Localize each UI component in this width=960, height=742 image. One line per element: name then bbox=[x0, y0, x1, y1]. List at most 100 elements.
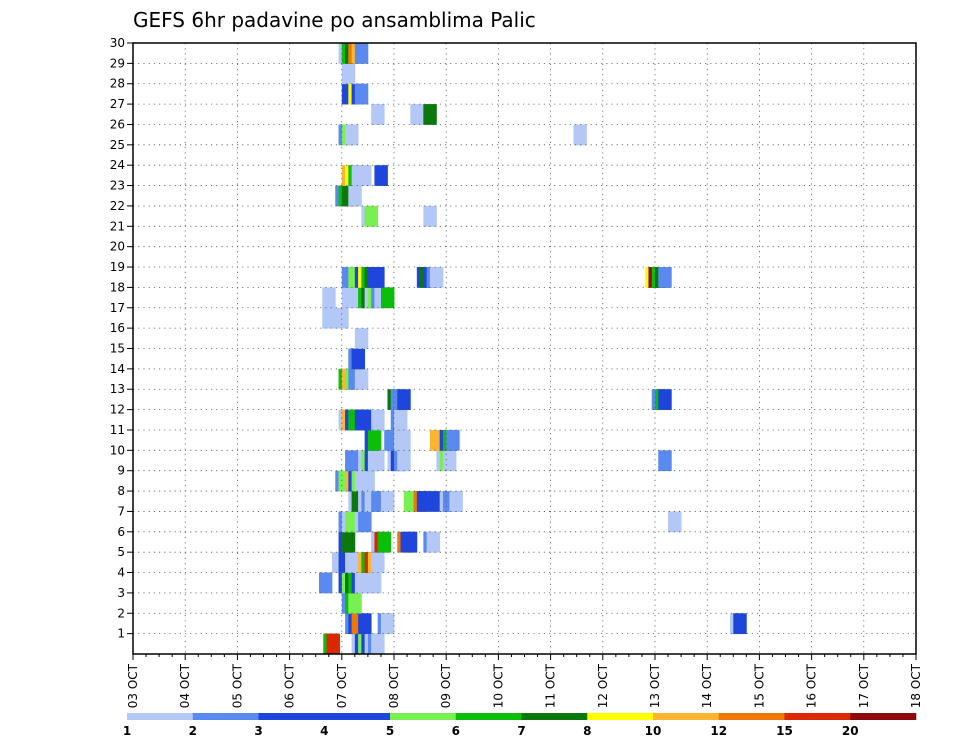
heatmap-cell bbox=[354, 328, 369, 349]
colorbar-tick-label: 5 bbox=[386, 724, 394, 738]
heatmap-cell bbox=[351, 348, 366, 370]
colorbar-tick-label: 15 bbox=[776, 724, 793, 738]
colorbar: 1 2 3 4 5 6 7 8 10 12 15 20 bbox=[123, 713, 917, 738]
y-tick-label: 8 bbox=[117, 484, 125, 498]
y-tick-label: 25 bbox=[110, 138, 125, 152]
heatmap-cell bbox=[367, 429, 382, 451]
colorbar-swatch bbox=[850, 713, 917, 720]
colorbar-swatch bbox=[784, 713, 851, 720]
colorbar-swatch bbox=[521, 713, 588, 720]
heatmap-cell bbox=[361, 470, 375, 492]
colorbar-swatch bbox=[718, 713, 785, 720]
y-tick-label: 12 bbox=[110, 403, 125, 417]
y-tick-label: 20 bbox=[110, 240, 125, 254]
x-axis: 03 OCT 04 OCT 05 OCT 06 OCT 07 OCT 08 OCT 09 O… bbox=[126, 654, 923, 708]
y-tick-label: 15 bbox=[110, 342, 125, 356]
heatmap-cell bbox=[345, 552, 359, 573]
y-tick-label: 17 bbox=[110, 301, 125, 315]
colorbar-swatch bbox=[192, 713, 259, 720]
heatmap-cell bbox=[397, 389, 411, 410]
colorbar-swatch bbox=[127, 713, 194, 720]
x-tick-label: 14 OCT bbox=[700, 663, 714, 708]
x-tick-label: 18 OCT bbox=[909, 663, 923, 708]
heatmap-cell bbox=[410, 104, 424, 125]
heatmap-cell bbox=[326, 633, 340, 655]
heatmap-cell bbox=[394, 409, 408, 431]
x-tick-label: 13 OCT bbox=[648, 663, 662, 708]
heatmap-cell bbox=[668, 511, 682, 533]
heatmap-cell bbox=[322, 287, 336, 309]
colorbar-tick-label: 1 bbox=[123, 724, 131, 738]
heatmap-cell bbox=[377, 531, 392, 553]
y-tick-label: 22 bbox=[110, 199, 125, 213]
heatmap-cell bbox=[446, 429, 460, 451]
heatmap-cell bbox=[364, 205, 379, 227]
colorbar-swatch bbox=[587, 713, 654, 720]
colorbar-swatch bbox=[258, 713, 325, 720]
x-tick-label: 03 OCT bbox=[126, 663, 140, 708]
y-tick-label: 30 bbox=[110, 36, 125, 50]
plot-frame bbox=[132, 42, 917, 655]
heatmap-cell bbox=[371, 552, 385, 573]
heatmap-cell bbox=[345, 124, 359, 146]
heatmap-cell bbox=[358, 613, 372, 635]
y-tick-label: 1 bbox=[117, 627, 125, 641]
y-tick-label: 5 bbox=[117, 545, 125, 559]
colorbar-swatch bbox=[324, 713, 391, 720]
y-tick-label: 13 bbox=[110, 382, 125, 396]
heatmap-cell bbox=[426, 531, 441, 553]
colorbar-tick-label: 10 bbox=[645, 724, 662, 738]
heatmap-cell bbox=[423, 205, 437, 227]
y-tick-label: 16 bbox=[110, 321, 125, 335]
y-tick-label: 7 bbox=[117, 504, 125, 518]
heatmap-cell bbox=[733, 613, 747, 635]
heatmap-cell bbox=[397, 450, 411, 472]
x-tick-label: 06 OCT bbox=[283, 663, 297, 708]
heatmap-cell bbox=[403, 531, 418, 553]
y-tick-label: 10 bbox=[110, 443, 125, 457]
chart-title: GEFS 6hr padavine po ansamblima Palic bbox=[133, 8, 536, 32]
heatmap-cell bbox=[658, 450, 672, 472]
y-tick-label: 11 bbox=[110, 423, 125, 437]
heatmap-cell bbox=[416, 491, 431, 512]
y-tick-label: 19 bbox=[110, 260, 125, 274]
x-tick-label: 04 OCT bbox=[178, 663, 192, 708]
heatmap-cell bbox=[348, 185, 362, 207]
heatmap-cell bbox=[335, 307, 349, 329]
heatmap-cell bbox=[658, 267, 672, 288]
y-tick-label: 14 bbox=[110, 362, 125, 376]
y-tick-label: 21 bbox=[110, 219, 125, 233]
heatmap-cell bbox=[345, 450, 359, 472]
x-tick-label: 12 OCT bbox=[596, 663, 610, 708]
x-tick-label: 15 OCT bbox=[752, 663, 766, 708]
heatmap-cell bbox=[371, 104, 385, 125]
x-tick-label: 08 OCT bbox=[387, 663, 401, 708]
heatmap-cell bbox=[429, 267, 444, 288]
x-tick-label: 09 OCT bbox=[439, 663, 453, 708]
colorbar-tick-label: 6 bbox=[452, 724, 460, 738]
colorbar-tick-label: 7 bbox=[517, 724, 525, 738]
heatmap-cell bbox=[371, 450, 385, 472]
y-axis: 1234567891011121314151617181920212223242… bbox=[110, 36, 133, 641]
heatmap-cell bbox=[380, 613, 395, 635]
heatmap-cell bbox=[658, 389, 672, 410]
heatmap-cell bbox=[380, 287, 395, 309]
heatmap-cell bbox=[442, 450, 457, 472]
colorbar-tick-label: 2 bbox=[189, 724, 197, 738]
heatmap-cell bbox=[367, 572, 382, 594]
colorbar-tick-label: 4 bbox=[320, 724, 328, 738]
heatmap-cell bbox=[371, 409, 385, 431]
heatmap-cell bbox=[341, 531, 356, 553]
colorbar-tick-label: 20 bbox=[842, 724, 859, 738]
heatmap-cell bbox=[380, 491, 395, 512]
heatmap-cell bbox=[322, 307, 336, 329]
colorbar-tick-label: 3 bbox=[254, 724, 262, 738]
heatmap-cell bbox=[371, 267, 385, 288]
heatmap-cell bbox=[341, 63, 356, 85]
heatmap-cell bbox=[423, 104, 437, 125]
heatmap-cell bbox=[354, 43, 369, 64]
heatmap-cell bbox=[354, 83, 369, 105]
y-tick-label: 9 bbox=[117, 464, 125, 478]
x-tick-label: 10 OCT bbox=[491, 663, 505, 708]
